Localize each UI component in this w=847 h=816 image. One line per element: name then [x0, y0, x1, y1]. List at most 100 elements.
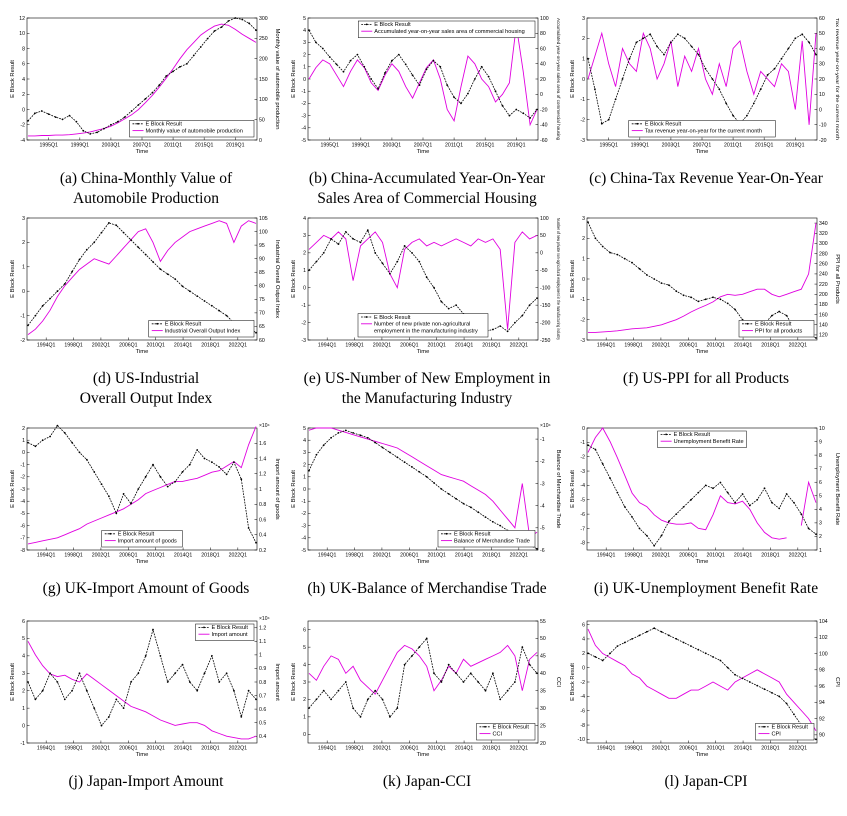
x-tick-label: 2018Q1: [482, 746, 501, 752]
y-left-tick-label: -4: [20, 499, 25, 505]
eblock-point: [108, 222, 110, 224]
y-left-tick-label: -2: [20, 475, 25, 481]
eblock-point: [732, 114, 734, 117]
y-right-tick-label: 240: [819, 272, 828, 278]
y-right-tick-label: 60: [259, 338, 265, 344]
y-right-tick-label: 40: [540, 671, 546, 677]
x-tick-label: 2019Q1: [786, 143, 805, 149]
y-right-tick-label: 50: [259, 117, 265, 123]
eblock-point: [752, 102, 755, 105]
x-tick-label: 1998Q1: [624, 553, 643, 559]
eblock-point: [152, 463, 154, 466]
eblock-point: [494, 90, 497, 93]
eblock-point: [41, 439, 44, 442]
y-left-tick-label: -1: [20, 313, 25, 319]
eblock-point: [220, 26, 223, 28]
eblock-point: [100, 483, 103, 485]
eblock-point: [108, 716, 110, 718]
x-tick-label: 1998Q1: [345, 343, 364, 349]
y-right-tick-label: -60: [540, 138, 548, 144]
y-right-tick-label: 3: [819, 521, 822, 527]
series-line: [308, 231, 538, 330]
eblock-point: [381, 698, 384, 701]
eblock-point: [49, 672, 51, 675]
eblock-point: [330, 238, 332, 240]
eblock-point: [771, 314, 773, 317]
y-left-tick-label: -5: [20, 511, 25, 517]
y-left-axis-label: E Block Result: [10, 260, 16, 298]
eblock-point: [741, 677, 744, 680]
x-tick-label: 2006Q1: [119, 343, 138, 349]
y-left-tick-label: -7: [20, 536, 25, 542]
eblock-point: [34, 698, 37, 701]
legend-box: [358, 20, 536, 38]
x-tick-label: 2010Q1: [706, 343, 725, 349]
y-left-tick-label: 0: [303, 732, 306, 738]
eblock-point: [100, 231, 103, 234]
caption-i: (i) UK-Unemployment Benefit Rate: [565, 579, 847, 599]
chart-panel-a: 1995Q1 1999Q1 2003Q1 2007Q1 2011Q1 2015Q1 2019…: [5, 12, 287, 213]
x-tick-label: 1994Q1: [37, 553, 56, 559]
eblock-point: [315, 41, 317, 44]
eblock-point: [631, 261, 633, 264]
y-right-tick-label: 0.7: [259, 693, 266, 699]
eblock-point: [225, 672, 228, 675]
eblock-point: [726, 302, 729, 305]
x-tick-label: 2014Q1: [734, 553, 753, 559]
eblock-point: [384, 72, 386, 74]
y-left-tick-label: 6: [582, 622, 585, 628]
eblock-point: [808, 41, 810, 44]
legend-marker-eblock: [203, 626, 205, 629]
chart-panel-d: 1994Q1 1998Q1 2002Q1 2006Q1 2010Q1 2014Q1 2018…: [5, 212, 287, 413]
eblock-point: [649, 33, 652, 36]
y-right-axis-label: Accumulated year-on-year sales area of c…: [556, 18, 561, 140]
x-tick-label: 1994Q1: [597, 746, 616, 752]
y-left-tick-label: 3: [303, 233, 306, 239]
y-right-tick-label: 0.6: [259, 517, 266, 523]
y-right-axis-label: Import amount: [274, 663, 280, 701]
eblock-point: [211, 461, 213, 464]
x-tick-label: 2022Q1: [789, 746, 808, 752]
eblock-point: [645, 534, 648, 537]
eblock-point: [587, 57, 589, 60]
eblock-point: [366, 436, 369, 439]
legend-marker-eblock: [109, 532, 112, 535]
y-left-tick-label: -3: [301, 113, 306, 119]
y-right-tick-label: 20: [540, 741, 546, 747]
x-tick-label: 2007Q1: [414, 143, 433, 149]
y-right-tick-label: -150: [540, 303, 550, 309]
eblock-point: [719, 659, 722, 662]
eblock-point: [166, 485, 169, 488]
eblock-point: [396, 260, 399, 263]
eblock-point: [536, 547, 538, 550]
y-left-tick-label: 0: [303, 487, 306, 493]
eblock-point: [425, 475, 428, 478]
caption-j-line1: (j) Japan-Import Amount: [68, 773, 224, 790]
eblock-point: [690, 45, 693, 48]
legend-box: [437, 530, 536, 548]
eblock-point: [653, 544, 656, 547]
eblock-point: [447, 493, 450, 495]
y-right-tick-label: 80: [259, 284, 265, 290]
x-tick-label: 2022Q1: [510, 553, 529, 559]
eblock-point: [71, 689, 73, 692]
eblock-point: [653, 627, 656, 630]
eblock-point: [71, 441, 73, 444]
y-right-tick-label: 120: [819, 333, 828, 339]
legend-label: E Block Result: [212, 625, 249, 631]
eblock-point: [308, 707, 310, 709]
eblock-point: [433, 482, 435, 484]
y-left-axis-label: E Block Result: [10, 60, 16, 98]
y-right-tick-label: 0.8: [259, 680, 266, 686]
legend-label: PPI for all products: [755, 328, 802, 334]
y-left-tick-label: -4: [580, 694, 585, 700]
y-left-tick-label: 0: [582, 665, 585, 671]
eblock-point: [63, 283, 66, 285]
legend-marker-eblock: [636, 122, 639, 125]
series-line: [27, 426, 257, 545]
eblock-point: [528, 663, 531, 666]
y-left-tick-label: 1: [582, 56, 585, 62]
legend-box: [148, 320, 255, 338]
eblock-point: [411, 466, 413, 468]
